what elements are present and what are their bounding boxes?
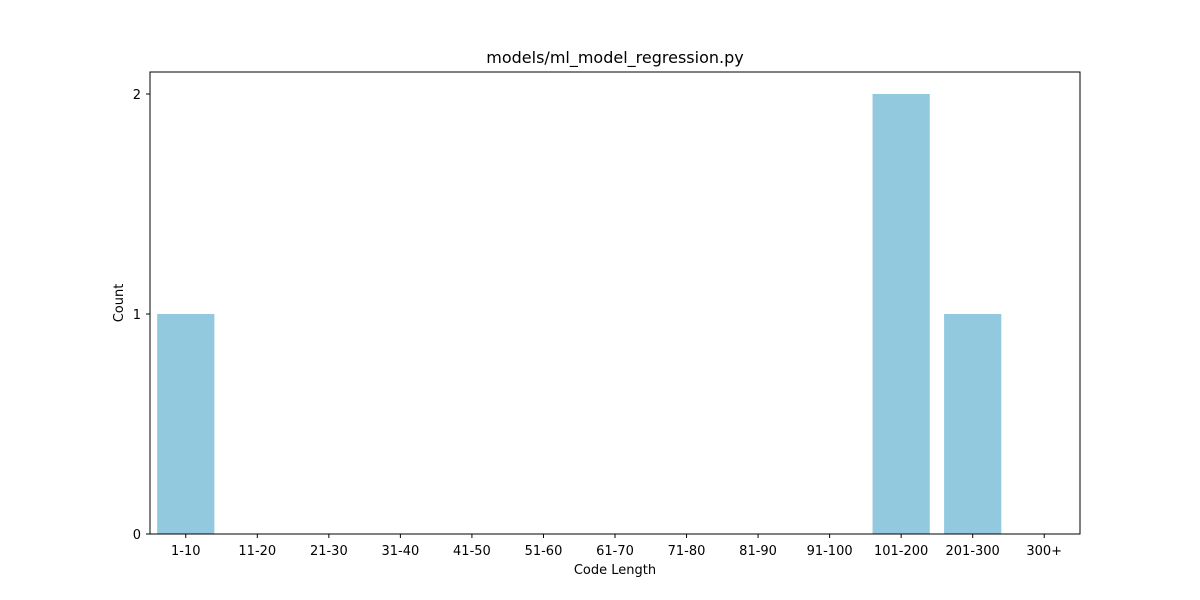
x-tick-label: 61-70 [596,544,634,559]
x-tick-label: 31-40 [381,544,419,559]
bars-group [157,94,1002,534]
x-tick-label: 1-10 [171,544,201,559]
x-tick-label: 41-50 [453,544,491,559]
x-axis: 1-10 11-20 21-30 31-40 41-50 51-60 61-70 71-80 8… [171,534,1062,559]
y-tick-label: 1 [133,308,141,323]
x-tick-label: 11-20 [238,544,276,559]
plot-frame [149,71,1081,535]
x-tick-label: 71-80 [668,544,706,559]
y-axis: 0 1 2 [133,88,150,543]
y-tick-label: 2 [133,88,141,103]
bar-1-10 [157,314,215,534]
x-tick-label: 91-100 [807,544,853,559]
bar-101-200 [872,94,930,534]
x-tick-label: 201-300 [946,544,1000,559]
x-tick-label: 21-30 [310,544,348,559]
x-axis-label: Code Length [574,563,656,578]
x-tick-label: 101-200 [874,544,928,559]
x-tick-label: 51-60 [525,544,563,559]
y-tick-label: 0 [133,528,141,543]
chart-title: models/ml_model_regression.py [486,48,743,68]
x-tick-label: 300+ [1026,544,1062,559]
bar-201-300 [944,314,1002,534]
y-axis-label: Count [112,284,127,323]
x-tick-label: 81-90 [739,544,777,559]
